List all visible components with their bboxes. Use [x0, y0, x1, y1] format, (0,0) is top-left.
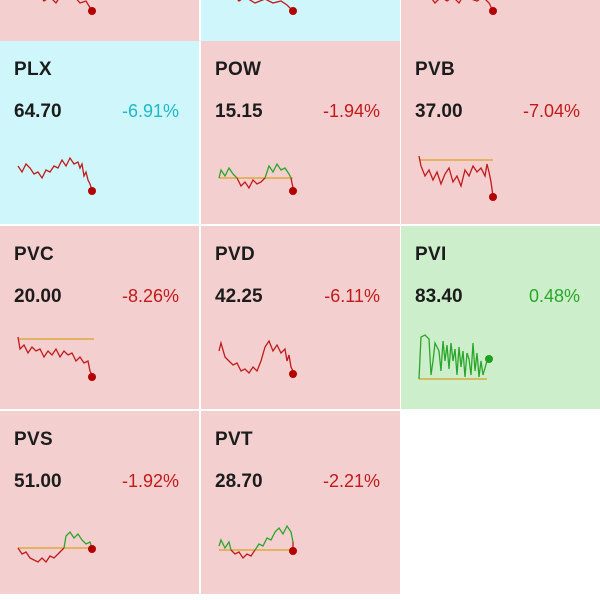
sparkline-chart [17, 156, 96, 195]
stock-price: 37.00 [415, 101, 463, 122]
sparkline-chart [418, 155, 497, 201]
stock-change: -8.26% [121, 286, 179, 306]
sparkline-chart [17, 336, 96, 381]
sparkline-chart [218, 339, 297, 378]
stock-tile-plx[interactable]: PLX 64.70 -6.91% [0, 41, 199, 224]
stock-price: 42.25 [215, 286, 263, 307]
stock-symbol: PVC [14, 244, 54, 265]
sparkline-chart [237, 0, 297, 15]
stock-price: 28.70 [215, 471, 263, 492]
stock-change: -2.21% [322, 471, 380, 491]
stock-price: 83.40 [415, 286, 463, 307]
stock-price: 64.70 [14, 101, 62, 122]
stock-change: -6.91% [121, 101, 179, 121]
stock-change: -6.11% [324, 286, 380, 306]
stock-change: 0.48% [528, 286, 580, 306]
sparkline-chart [42, 0, 96, 15]
stock-price: 20.00 [14, 286, 62, 307]
stock-price: 15.15 [215, 101, 263, 122]
stock-symbol: PVB [415, 59, 455, 80]
stock-symbol: PLX [14, 59, 52, 80]
stock-tile-partial-1[interactable] [0, 0, 199, 41]
stock-tile-pvt[interactable]: PVT 28.70 -2.21% [201, 411, 400, 594]
stock-symbol: PVI [415, 244, 447, 265]
stock-change: -1.94% [322, 101, 380, 121]
stock-tile-pvi[interactable]: PVI 83.40 0.48% [401, 226, 600, 409]
stock-tile-partial-2[interactable] [201, 0, 400, 41]
sparkline-chart [418, 334, 493, 380]
stock-tile-partial-3[interactable] [401, 0, 600, 41]
stock-tile-pvs[interactable]: PVS 51.00 -1.92% [0, 411, 199, 594]
stock-tile-pvc[interactable]: PVC 20.00 -8.26% [0, 226, 199, 409]
stock-symbol: PVS [14, 429, 53, 450]
sparkline-chart [431, 0, 497, 15]
stock-price: 51.00 [14, 471, 62, 492]
stock-tile-pvb[interactable]: PVB 37.00 -7.04% [401, 41, 600, 224]
stock-symbol: POW [215, 59, 262, 80]
stock-change: -1.92% [121, 471, 179, 491]
sparkline-chart [218, 162, 297, 195]
stock-symbol: PVT [215, 429, 253, 450]
stock-symbol: PVD [215, 244, 255, 265]
sparkline-chart [218, 524, 297, 560]
stock-tile-pvd[interactable]: PVD 42.25 -6.11% [201, 226, 400, 409]
stock-tile-pow[interactable]: POW 15.15 -1.94% [201, 41, 400, 224]
stock-change: -7.04% [522, 101, 580, 121]
sparkline-chart [17, 530, 96, 564]
